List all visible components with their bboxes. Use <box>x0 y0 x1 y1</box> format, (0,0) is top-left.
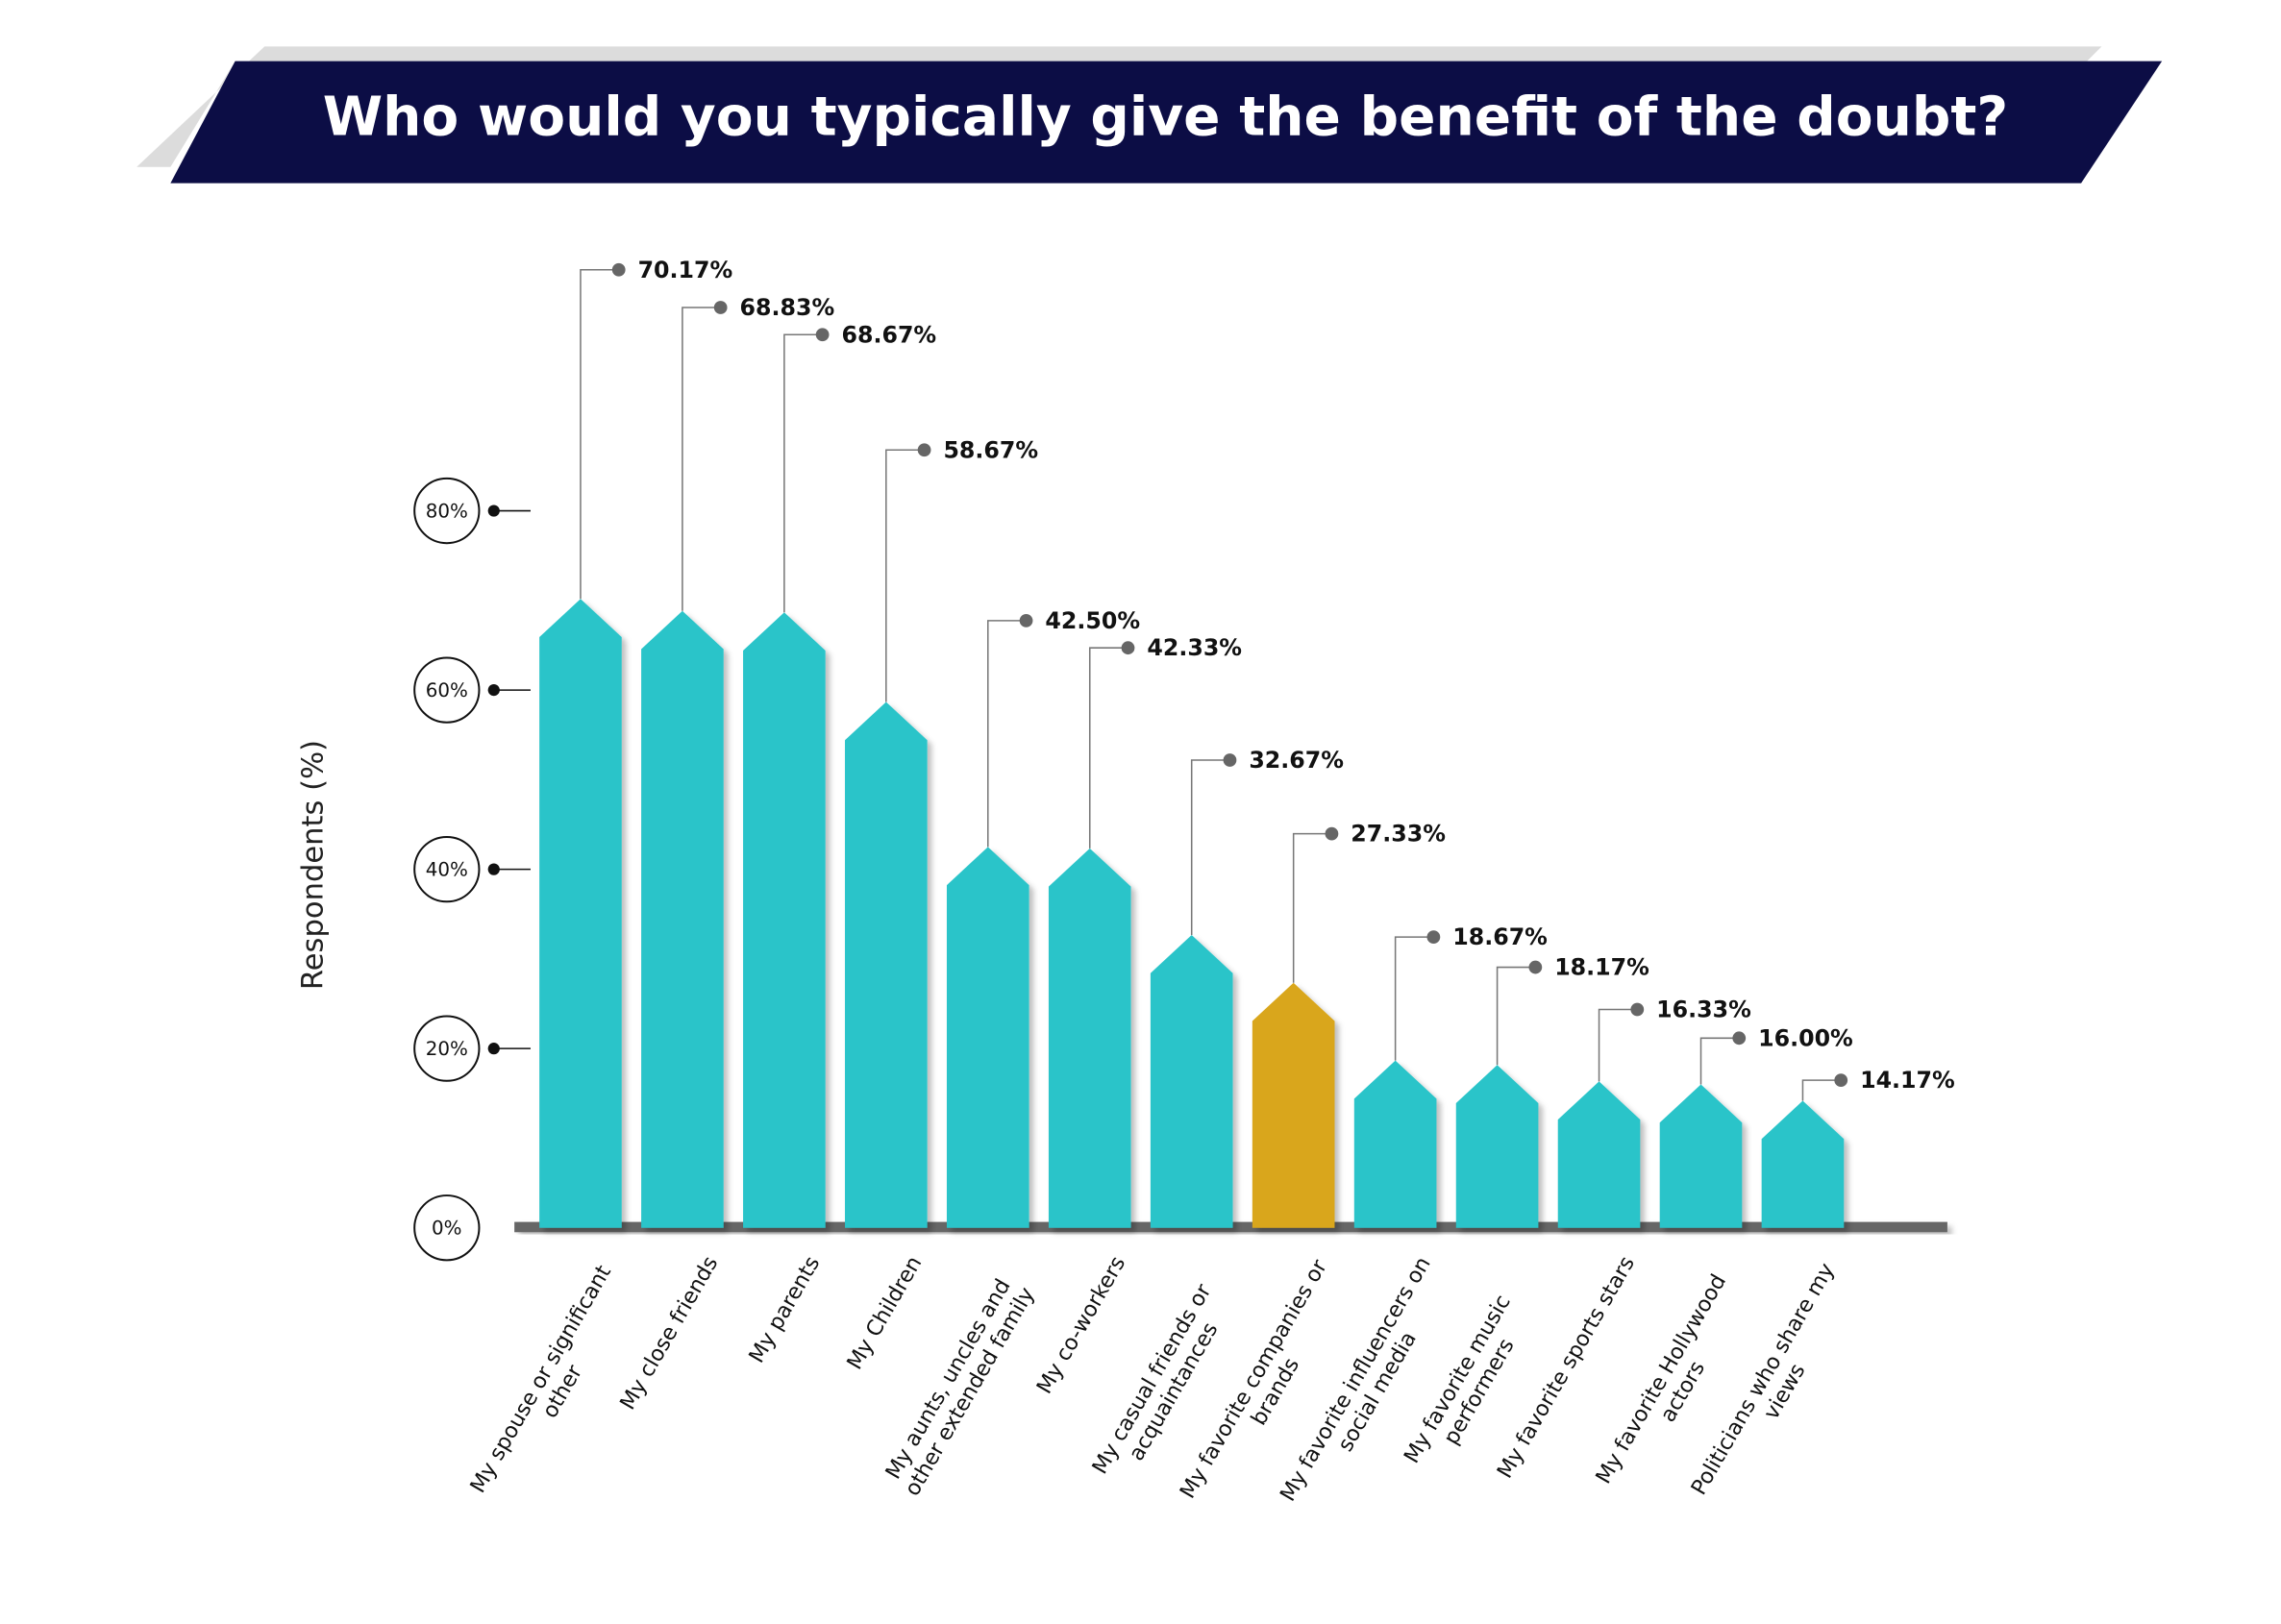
y-tick-label: 60% <box>426 679 468 701</box>
callout-line <box>1598 1008 1638 1082</box>
y-tick-circle <box>413 477 481 545</box>
callout-line <box>1292 832 1332 983</box>
bar <box>743 612 826 1228</box>
y-tick-circle <box>413 1194 481 1262</box>
callout-line <box>987 620 1027 848</box>
callout-line <box>580 268 619 600</box>
callout-dot <box>1121 641 1135 655</box>
value-label: 14.17% <box>1860 1067 1955 1094</box>
callout-line <box>885 449 925 702</box>
tick-dot <box>487 683 500 697</box>
callout-line <box>1496 966 1536 1066</box>
callout-dot <box>1834 1073 1848 1088</box>
banner-shadow <box>136 46 2102 167</box>
y-tick-label: 40% <box>426 859 468 881</box>
value-label: 68.67% <box>842 321 937 348</box>
tick-dot <box>487 504 500 517</box>
y-tick-label: 0% <box>432 1218 462 1240</box>
value-label: 16.33% <box>1656 997 1751 1023</box>
bar <box>1659 1084 1743 1228</box>
bar <box>641 610 724 1228</box>
bar <box>1455 1065 1539 1228</box>
callout-line <box>1190 759 1230 935</box>
y-tick-label: 80% <box>426 501 468 523</box>
chart-title: Who would you typically give the benefit… <box>323 85 2008 148</box>
callout-line <box>1088 647 1128 849</box>
y-axis-label: Respondents (%) <box>297 740 331 990</box>
value-label: 27.33% <box>1351 821 1446 848</box>
title-banner <box>170 61 2163 184</box>
y-tick-circle <box>413 835 481 903</box>
bar <box>1761 1100 1845 1228</box>
y-tick-circle <box>413 1015 481 1082</box>
value-label: 32.67% <box>1249 747 1344 774</box>
value-label: 58.67% <box>943 436 1038 463</box>
callout-line <box>1699 1037 1740 1085</box>
callout-dot <box>1019 613 1033 627</box>
value-label: 18.17% <box>1554 954 1649 981</box>
callout-line <box>1394 936 1434 1061</box>
y-tick-circle <box>413 656 481 724</box>
y-tick-label: 20% <box>426 1038 468 1060</box>
callout-dot <box>815 328 830 342</box>
callout-dot <box>1325 826 1339 841</box>
bar <box>1150 934 1233 1228</box>
bar <box>1353 1060 1437 1228</box>
callout-dot <box>1223 753 1237 767</box>
bar <box>946 847 1029 1228</box>
callout-dot <box>611 262 626 277</box>
callout-dot <box>1426 930 1441 945</box>
bar <box>1557 1081 1641 1228</box>
bar <box>539 599 622 1228</box>
value-label: 16.00% <box>1758 1024 1853 1051</box>
callout-dot <box>1732 1031 1747 1046</box>
value-label: 42.50% <box>1045 607 1140 634</box>
callout-line <box>1801 1079 1842 1101</box>
bar <box>1048 848 1131 1228</box>
callout-line <box>682 307 721 611</box>
value-label: 68.83% <box>740 294 835 321</box>
value-label: 42.33% <box>1147 634 1242 661</box>
callout-dot <box>1630 1002 1645 1017</box>
bar <box>845 701 928 1228</box>
callout-dot <box>1528 960 1543 974</box>
value-label: 70.17% <box>638 257 733 283</box>
bar <box>1252 982 1335 1228</box>
value-label: 18.67% <box>1452 923 1548 950</box>
callout-dot <box>917 443 931 457</box>
callout-line <box>783 333 823 613</box>
tick-dot <box>487 1043 500 1055</box>
callout-dot <box>713 301 728 314</box>
tick-dot <box>487 863 500 875</box>
